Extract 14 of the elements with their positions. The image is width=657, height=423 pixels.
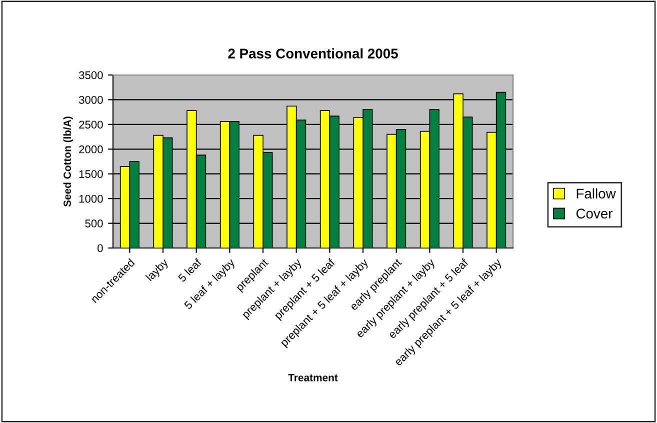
y-tick-label: 2500 bbox=[79, 120, 103, 129]
y-tick-label: 500 bbox=[85, 220, 103, 228]
y-tick-label: 1000 bbox=[79, 194, 103, 203]
y-tick-label: 2000 bbox=[79, 145, 103, 154]
legend-label: Fallow bbox=[576, 188, 616, 199]
x-tick-label: 5 leaf bbox=[177, 258, 202, 282]
chart-title: 2 Pass Conventional 2005 bbox=[228, 48, 398, 58]
y-tick-label: 0 bbox=[98, 244, 103, 252]
y-axis-title: Seed Cotton (lb/A) bbox=[63, 116, 74, 207]
y-tick-label: 1500 bbox=[79, 170, 103, 178]
legend-label: Cover bbox=[576, 208, 613, 218]
y-tick-label: 3500 bbox=[78, 71, 103, 80]
x-axis-title: Treatment bbox=[288, 374, 338, 382]
y-tick-label: 3000 bbox=[78, 96, 103, 104]
